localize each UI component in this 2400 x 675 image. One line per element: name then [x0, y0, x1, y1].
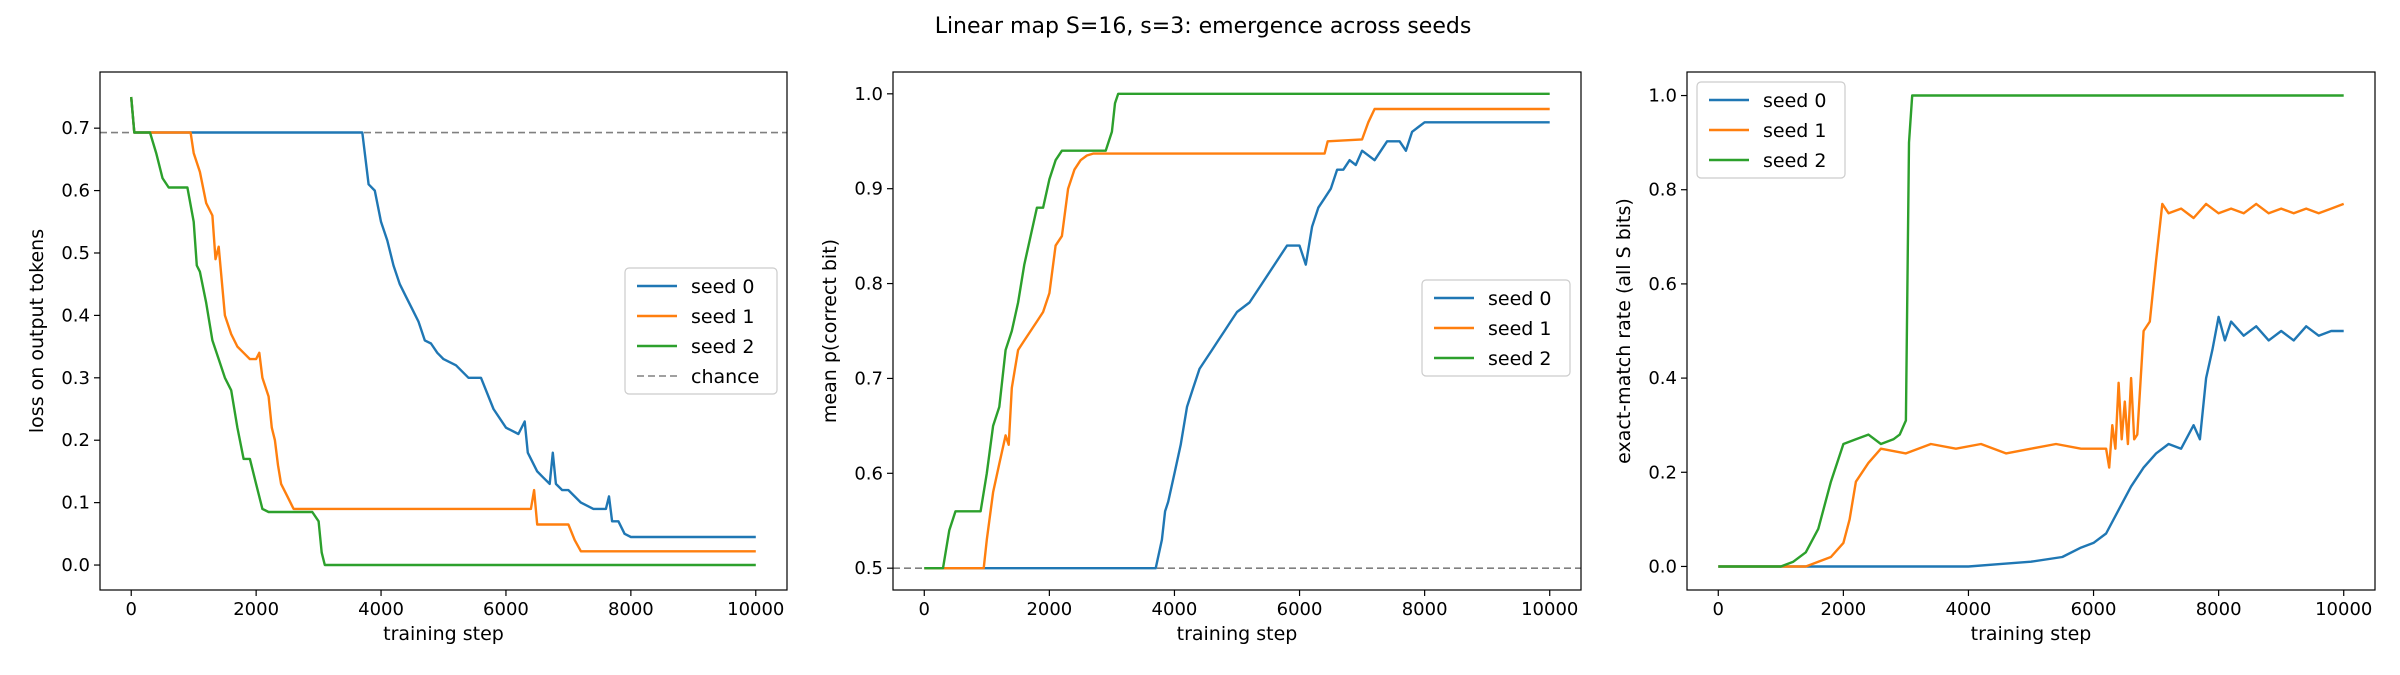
- subplot-3: 0 2000 4000 6000 8000 10000 0.0 0.2 0.4 0.6 0.8 1.0…: [1613, 71, 2376, 645]
- y-tick-label: 0.0: [1648, 556, 1677, 577]
- y-tick-label: 0.8: [854, 274, 883, 295]
- y-tick-label: 0.4: [61, 305, 90, 326]
- y-tick-label: 0.6: [1648, 274, 1677, 295]
- axes-frame: [99, 71, 788, 591]
- subplot-2: 0 2000 4000 6000 8000 10000 0.5 0.6 0.7 0.8 0.9 1.0…: [819, 71, 1582, 645]
- y-tick-label: 0.7: [61, 118, 90, 139]
- series-line-seed-2: [130, 96, 756, 567]
- legend-label-seed-2: seed 2: [1488, 348, 1551, 370]
- legend-box: [1696, 81, 1846, 179]
- y-tick-label: 0.6: [61, 181, 90, 202]
- y-tick-label: 0.1: [61, 493, 90, 514]
- legend-label-seed-2: seed 2: [1763, 150, 1826, 172]
- legend-label-seed-0: seed 0: [691, 276, 754, 298]
- x-axis-label: training step: [1971, 623, 2092, 645]
- y-tick-label: 0.8: [1648, 180, 1677, 201]
- legend-label-seed-1: seed 1: [691, 306, 754, 328]
- y-tick-label: 0.6: [854, 463, 883, 484]
- subplots: 0 2000 4000 6000 8000 10000 0.0 0.1 0.2 0.3 0.4 0.5…: [26, 71, 2376, 645]
- x-tick-label: 6000: [483, 599, 529, 620]
- x-tick-label: 4000: [1152, 599, 1198, 620]
- x-tick-label: 10000: [1521, 599, 1578, 620]
- x-tick-label: 8000: [2196, 599, 2242, 620]
- x-tick-label: 2000: [233, 599, 279, 620]
- series-line-seed-2: [1718, 94, 2344, 568]
- x-tick-label: 10000: [727, 599, 784, 620]
- y-tick-label: 0.4: [1648, 368, 1677, 389]
- y-tick-label: 0.0: [61, 555, 90, 576]
- x-tick-label: 6000: [1277, 599, 1323, 620]
- legend-label-seed-1: seed 1: [1763, 120, 1826, 142]
- x-tick-label: 0: [126, 599, 137, 620]
- x-tick-label: 8000: [608, 599, 654, 620]
- legend: seed 0 seed 1 seed 2 chance: [624, 267, 778, 395]
- y-axis-label: exact-match rate (all S bits): [1613, 198, 1635, 464]
- legend-label-seed-1: seed 1: [1488, 318, 1551, 340]
- y-tick-label: 0.3: [61, 368, 90, 389]
- axes-frame: [1686, 71, 2376, 591]
- x-tick-label: 0: [919, 599, 930, 620]
- x-tick-label: 2000: [1820, 599, 1866, 620]
- y-tick-label: 0.5: [61, 243, 90, 264]
- legend-label-seed-0: seed 0: [1488, 288, 1551, 310]
- legend-label-chance: chance: [691, 366, 759, 388]
- legend-box: [1421, 279, 1571, 377]
- x-tick-label: 0: [1713, 599, 1724, 620]
- x-tick-label: 4000: [1946, 599, 1992, 620]
- legend-label-seed-2: seed 2: [691, 336, 754, 358]
- y-axis-label: loss on output tokens: [26, 229, 48, 433]
- x-tick-label: 6000: [2071, 599, 2117, 620]
- x-axis-label: training step: [1177, 623, 1298, 645]
- legend-box: [624, 267, 778, 395]
- series-line-seed-1: [130, 96, 756, 553]
- x-tick-label: 10000: [2315, 599, 2372, 620]
- legend: seed 0 seed 1 seed 2: [1696, 81, 1846, 179]
- y-tick-label: 0.5: [854, 558, 883, 579]
- series-line-seed-0: [130, 96, 756, 539]
- subplot-1: 0 2000 4000 6000 8000 10000 0.0 0.1 0.2 0.3 0.4 0.5…: [26, 71, 788, 645]
- y-tick-label: 1.0: [1648, 86, 1677, 107]
- series-line-seed-1: [924, 107, 1550, 570]
- x-axis-label: training step: [383, 623, 504, 645]
- legend-label-seed-0: seed 0: [1763, 90, 1826, 112]
- y-tick-label: 1.0: [854, 84, 883, 105]
- y-tick-label: 0.2: [1648, 462, 1677, 483]
- series-line-seed-0: [924, 121, 1550, 570]
- y-axis-label: mean p(correct bit): [819, 239, 841, 423]
- x-tick-label: 2000: [1026, 599, 1072, 620]
- y-tick-label: 0.2: [61, 430, 90, 451]
- axes-frame: [892, 71, 1582, 591]
- series-line-seed-0: [1718, 315, 2344, 568]
- x-tick-label: 8000: [1402, 599, 1448, 620]
- series-line-seed-1: [1718, 202, 2345, 568]
- figure-title: Linear map S=16, s=3: emergence across s…: [935, 14, 1472, 39]
- legend: seed 0 seed 1 seed 2: [1421, 279, 1571, 377]
- y-tick-label: 0.9: [854, 179, 883, 200]
- series-line-seed-2: [924, 92, 1550, 570]
- x-tick-label: 4000: [358, 599, 404, 620]
- y-tick-label: 0.7: [854, 368, 883, 389]
